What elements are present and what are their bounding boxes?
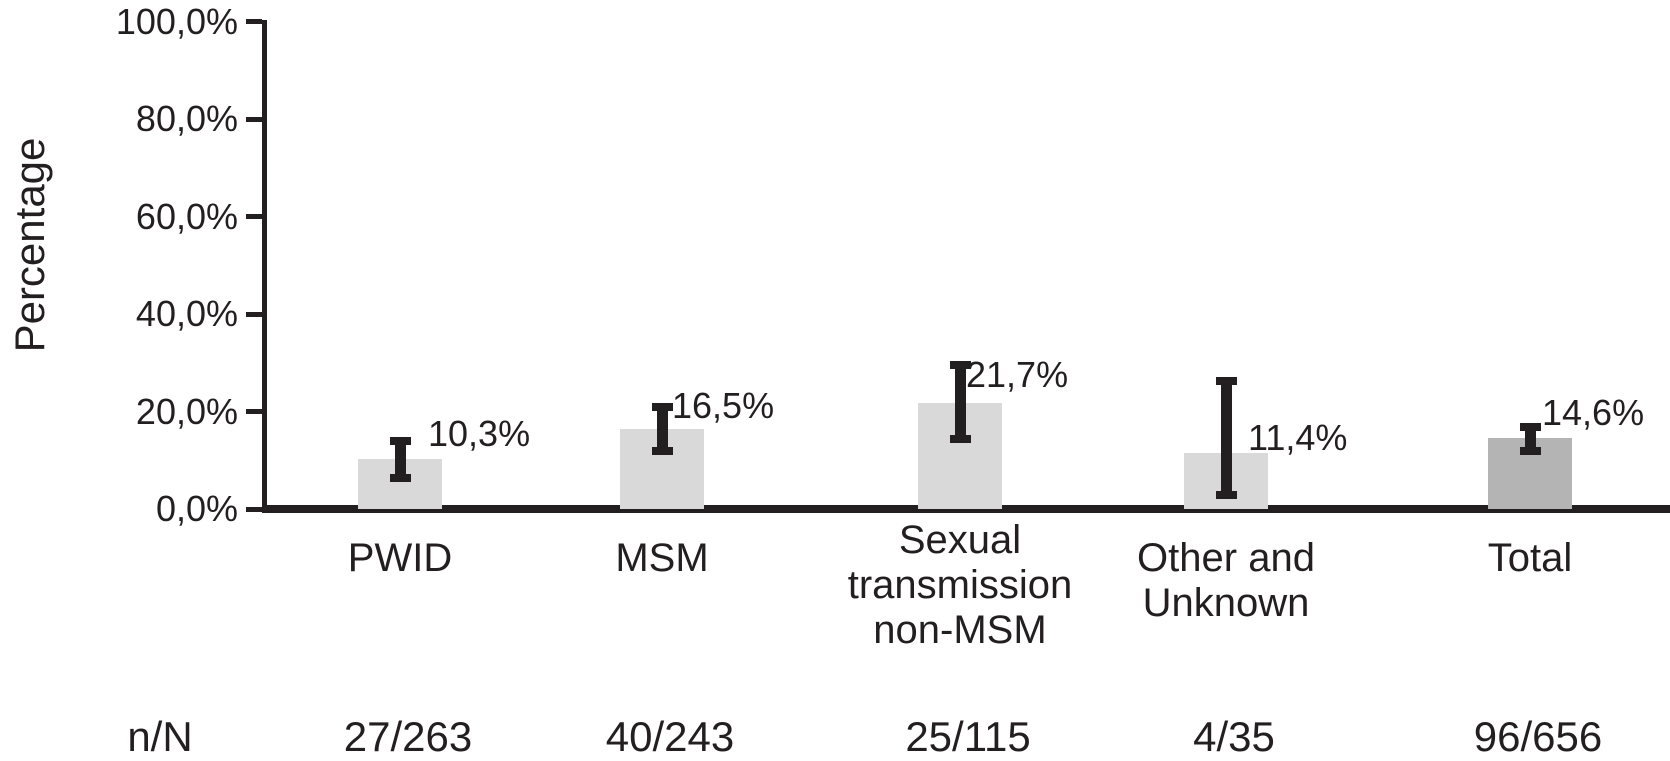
error-bar-cap-top xyxy=(389,437,411,446)
y-tick-label: 20,0% xyxy=(135,390,238,432)
n-over-n-value: 25/115 xyxy=(905,713,1031,760)
error-bar-cap-bottom xyxy=(949,435,971,444)
category-label-line: Total xyxy=(1487,536,1573,580)
n-over-n-value: 4/35 xyxy=(1193,713,1275,760)
category-label: MSM xyxy=(615,536,708,581)
error-bar-stem xyxy=(394,437,406,483)
y-tick xyxy=(246,19,262,24)
value-label: 11,4% xyxy=(1248,417,1348,458)
category-label-line: Sexual xyxy=(898,518,1022,562)
y-tick xyxy=(246,116,262,122)
error-bar-cap-bottom xyxy=(651,447,673,456)
y-tick-label: 60,0% xyxy=(135,195,238,237)
y-tick-label: 40,0% xyxy=(135,293,238,334)
category-label-line: transmission xyxy=(847,563,1073,607)
y-tick xyxy=(246,506,262,512)
category-label: Sexual transmission non-MSM xyxy=(848,518,1073,653)
x-axis-line xyxy=(262,505,1670,513)
n-over-n-row-header: n/N xyxy=(127,713,193,760)
y-axis-title: Percentage xyxy=(6,137,53,353)
n-over-n-value: 40/243 xyxy=(605,713,735,760)
error-bar-cap-top xyxy=(1215,377,1237,386)
error-bar-stem xyxy=(954,361,966,444)
category-label-line: Unknown xyxy=(1142,581,1310,625)
y-tick-label: 80,0% xyxy=(135,98,238,139)
value-label: 10,3% xyxy=(428,413,531,454)
y-axis-line xyxy=(262,20,267,510)
category-label-line: PWID xyxy=(347,536,453,580)
category-label-line: Other and xyxy=(1137,536,1315,580)
y-tick-label: 0,0% xyxy=(155,488,238,529)
value-label: 14,6% xyxy=(1542,392,1645,433)
category-label-line: MSM xyxy=(615,536,709,580)
error-bar-stem xyxy=(1524,422,1536,456)
y-tick xyxy=(246,409,262,414)
n-over-n-value: 96/656 xyxy=(1473,713,1603,760)
error-bar-cap-bottom xyxy=(389,474,411,483)
n-over-n-value: 27/263 xyxy=(343,713,473,760)
y-tick xyxy=(246,311,262,317)
error-bar-cap-top xyxy=(949,361,971,370)
category-label: PWID xyxy=(348,536,452,581)
y-tick-label: 100,0% xyxy=(115,0,238,42)
error-bar-cap-bottom xyxy=(1519,447,1541,456)
error-bar-cap-top xyxy=(651,402,673,411)
error-bar-cap-top xyxy=(1519,422,1541,431)
category-label: Other and Unknown xyxy=(1137,536,1315,626)
error-bar-stem xyxy=(1220,377,1232,500)
value-label: 21,7% xyxy=(966,354,1069,395)
error-bar-stem xyxy=(656,402,668,456)
error-bar-cap-bottom xyxy=(1215,491,1237,500)
value-label: 16,5% xyxy=(672,385,775,426)
y-tick xyxy=(246,214,262,219)
category-label-line: non-MSM xyxy=(873,608,1047,652)
category-label: Total xyxy=(1488,536,1573,581)
